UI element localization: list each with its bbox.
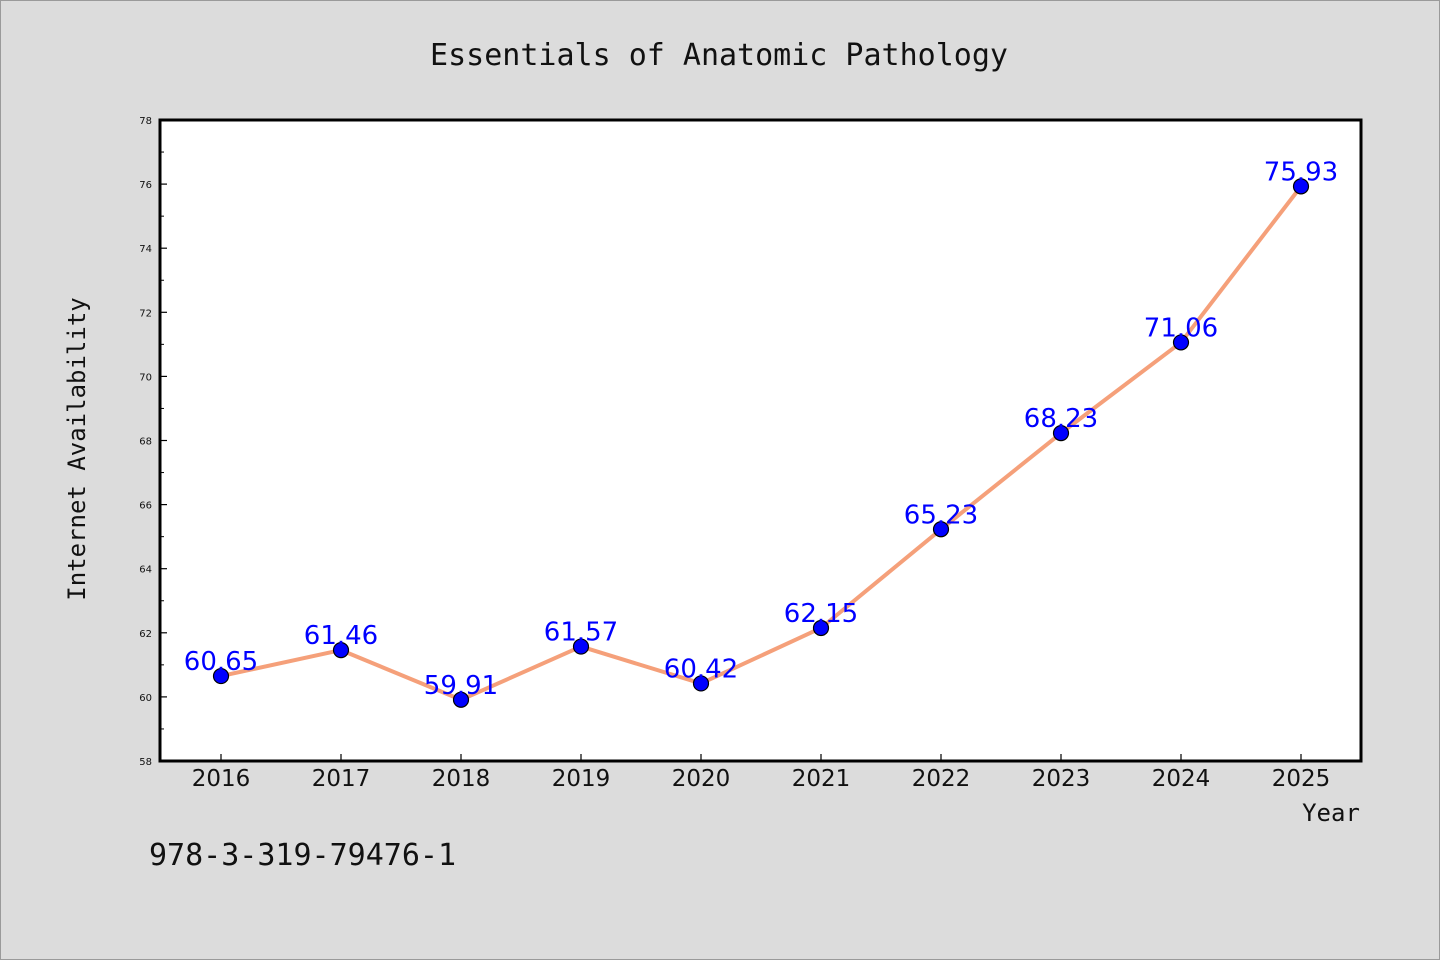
data-point <box>1052 425 1070 442</box>
data-label: 60.42 <box>664 654 738 684</box>
data-labels: 60.65 61.46 59.91 61.57 60.42 62.15 65.23 68.23… <box>184 157 1338 700</box>
x-tick-label: 2023 <box>1032 766 1091 792</box>
y-tick-label: 68 <box>139 437 152 448</box>
x-tick-label: 2016 <box>192 766 251 792</box>
data-point <box>452 691 470 708</box>
data-point <box>812 619 830 637</box>
y-tick-label: 58 <box>139 757 152 768</box>
x-tick-label: 2019 <box>552 766 611 792</box>
x-axis: 2016 2017 2018 2019 2020 2021 2022 2023 2024 2025 <box>192 754 1331 792</box>
x-tick-label: 2018 <box>432 766 491 792</box>
data-point <box>692 675 710 692</box>
chart-title: Essentials of Anatomic Pathology <box>430 38 1008 73</box>
data-label: 62.15 <box>784 599 858 629</box>
y-tick-label: 60 <box>139 693 152 704</box>
data-point <box>1292 178 1310 195</box>
x-tick-label: 2017 <box>312 766 371 792</box>
data-point <box>212 667 230 685</box>
y-tick-label: 76 <box>139 180 152 191</box>
y-tick-label: 70 <box>139 372 152 383</box>
data-label: 75.93 <box>1264 157 1338 187</box>
y-tick-label: 62 <box>139 629 152 640</box>
y-axis-label: Internet Availability <box>63 297 91 600</box>
y-tick-label: 78 <box>139 116 152 127</box>
x-axis-label: Year <box>1302 799 1360 827</box>
x-tick-label: 2025 <box>1272 766 1331 792</box>
data-label: 61.57 <box>544 618 618 648</box>
series-line <box>220 185 1303 702</box>
y-tick-label: 64 <box>139 565 152 576</box>
data-point <box>932 521 950 538</box>
y-tick-label: 66 <box>139 501 152 512</box>
x-tick-label: 2022 <box>912 766 971 792</box>
plot-area <box>158 118 1363 763</box>
data-label: 68.23 <box>1024 404 1098 434</box>
data-label: 65.23 <box>904 500 978 530</box>
isbn-text: 978-3-319-79476-1 <box>149 838 456 873</box>
data-label: 61.46 <box>304 621 378 651</box>
data-label: 59.91 <box>424 671 498 701</box>
x-tick-label: 2021 <box>792 766 851 792</box>
y-axis: 58 60 62 64 66 68 70 72 74 76 78 <box>139 116 167 768</box>
data-point <box>1172 334 1190 351</box>
y-tick-label: 74 <box>139 244 152 255</box>
x-tick-label: 2020 <box>672 766 731 792</box>
x-tick-label: 2024 <box>1152 766 1211 792</box>
y-tick-label: 72 <box>139 308 152 319</box>
series-group <box>212 178 1310 708</box>
data-label: 60.65 <box>184 647 258 677</box>
data-point <box>332 642 350 659</box>
data-label: 71.06 <box>1144 313 1218 343</box>
data-point <box>572 638 590 655</box>
